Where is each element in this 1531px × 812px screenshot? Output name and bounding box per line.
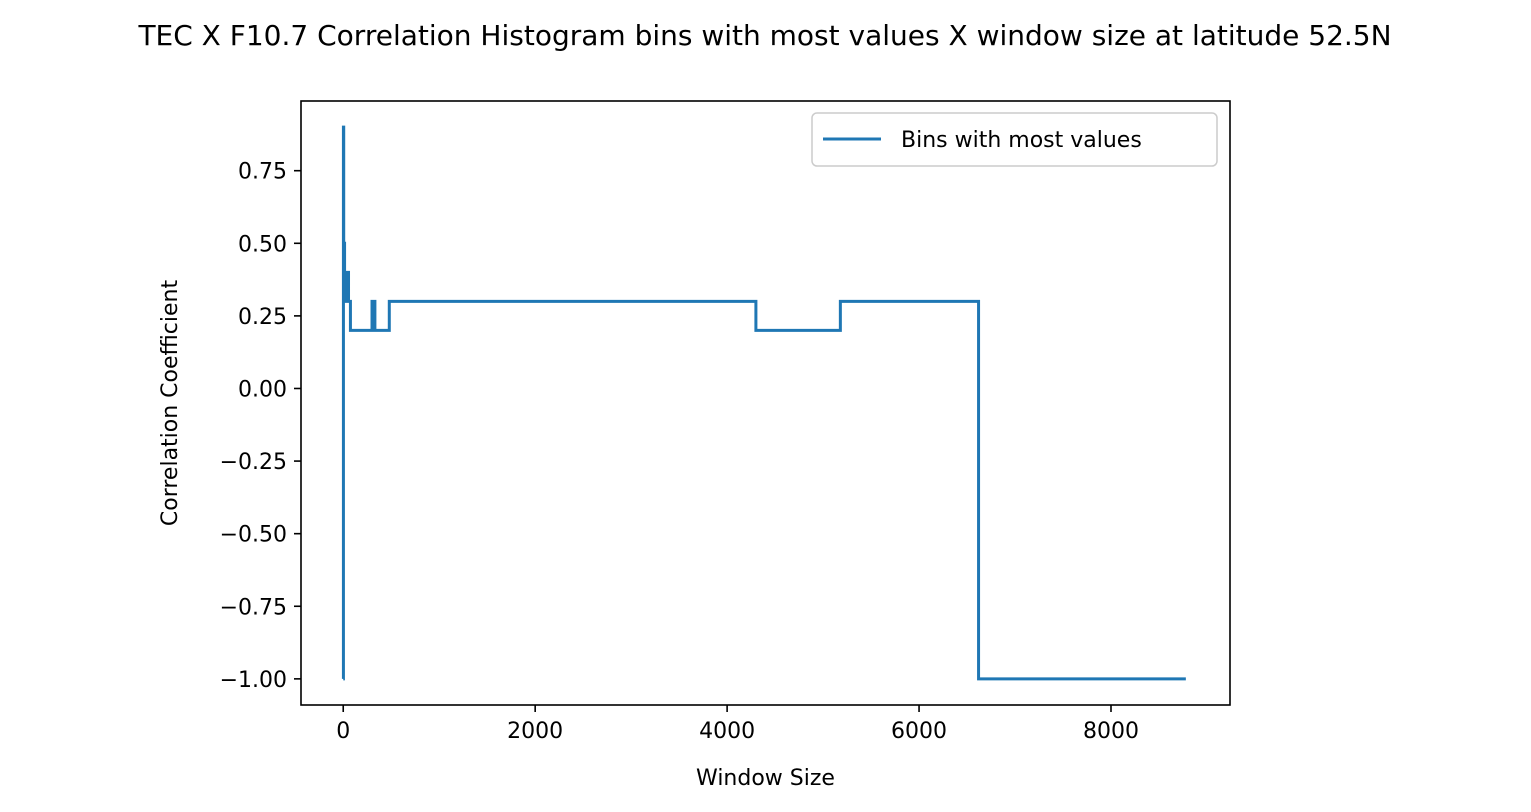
legend: Bins with most values: [811, 112, 1218, 167]
y-tick-label: −1.00: [220, 668, 287, 693]
y-tick-label: −0.50: [220, 523, 287, 548]
chart-title: TEC X F10.7 Correlation Histogram bins w…: [137, 19, 1391, 52]
y-tick-label: 0.25: [238, 305, 287, 330]
x-tick-label: 0: [336, 719, 350, 744]
y-tick-label: 0.50: [238, 232, 287, 257]
y-tick-label: 0.00: [238, 377, 287, 402]
legend-label: Bins with most values: [901, 128, 1142, 153]
y-tick-label: −0.75: [220, 595, 287, 620]
y-axis: 0.75 0.50 0.25 0.00 −0.25 −0.50 −0.75 −1.00: [220, 160, 301, 693]
x-tick-label: 8000: [1083, 719, 1139, 744]
y-tick-label: −0.25: [220, 450, 287, 475]
x-tick-label: 6000: [891, 719, 947, 744]
legend-box: [811, 112, 1218, 167]
x-axis: 0 2000 4000 6000 8000: [336, 705, 1139, 744]
x-tick-label: 2000: [507, 719, 563, 744]
series-line-bins-with-most-values: [341, 125, 1186, 681]
plot-area-frame: [300, 100, 1231, 706]
x-tick-label: 4000: [699, 719, 755, 744]
y-axis-label: Correlation Coefficient: [158, 280, 183, 527]
x-axis-label: Window Size: [696, 766, 835, 791]
y-tick-label: 0.75: [238, 160, 287, 185]
